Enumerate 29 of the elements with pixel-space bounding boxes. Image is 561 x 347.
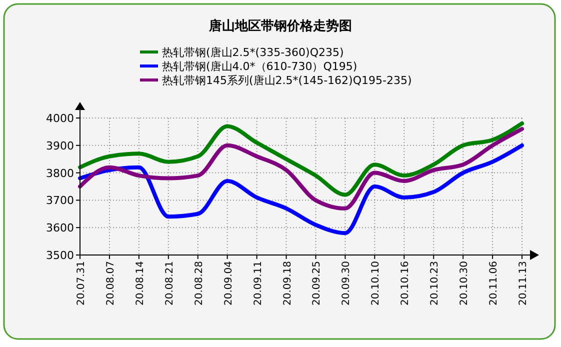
x-tick-label: 20.10.23 (430, 261, 441, 306)
y-tick-label: 3700 (46, 194, 74, 208)
x-tick-label: 20.09.25 (312, 261, 323, 306)
legend-label: 热轧带钢(唐山4.0*（610-730）Q195) (162, 60, 358, 73)
x-tick-label: 20.09.04 (223, 261, 234, 306)
x-tick-label: 20.08.07 (105, 261, 116, 306)
x-tick-label: 20.08.14 (134, 261, 146, 306)
x-tick-label: 20.10.16 (400, 261, 412, 306)
y-tick-label: 3800 (46, 166, 74, 180)
x-tick-label: 20.09.11 (252, 261, 264, 306)
y-tick-label: 3600 (46, 222, 74, 235)
line-series (78, 121, 524, 197)
line-series (78, 143, 524, 236)
legend-label: 热轧带钢145系列(唐山2.5*(145-162)Q195-235) (162, 74, 412, 87)
y-tick-label: 3900 (46, 139, 74, 152)
chart-title: 唐山地区带钢价格走势图 (208, 18, 352, 34)
legend-label: 热轧带钢(唐山2.5*(335-360)Q235) (162, 46, 344, 59)
y-tick-label: 4000 (46, 112, 74, 125)
x-tick-label: 20.08.21 (164, 261, 176, 306)
x-tick-label: 20.10.30 (459, 261, 470, 306)
x-tick-label: 20.11.13 (518, 261, 529, 306)
line-series (78, 126, 524, 210)
x-tick-label: 20.10.10 (370, 261, 382, 306)
x-tick-label: 20.11.06 (488, 261, 500, 306)
x-tick-label: 20.08.28 (194, 261, 205, 306)
y-tick-label: 3500 (46, 249, 74, 262)
x-tick-label: 20.09.18 (282, 261, 294, 306)
x-tick-label: 20.09.30 (341, 261, 352, 306)
x-tick-label: 20.07.31 (76, 261, 87, 306)
